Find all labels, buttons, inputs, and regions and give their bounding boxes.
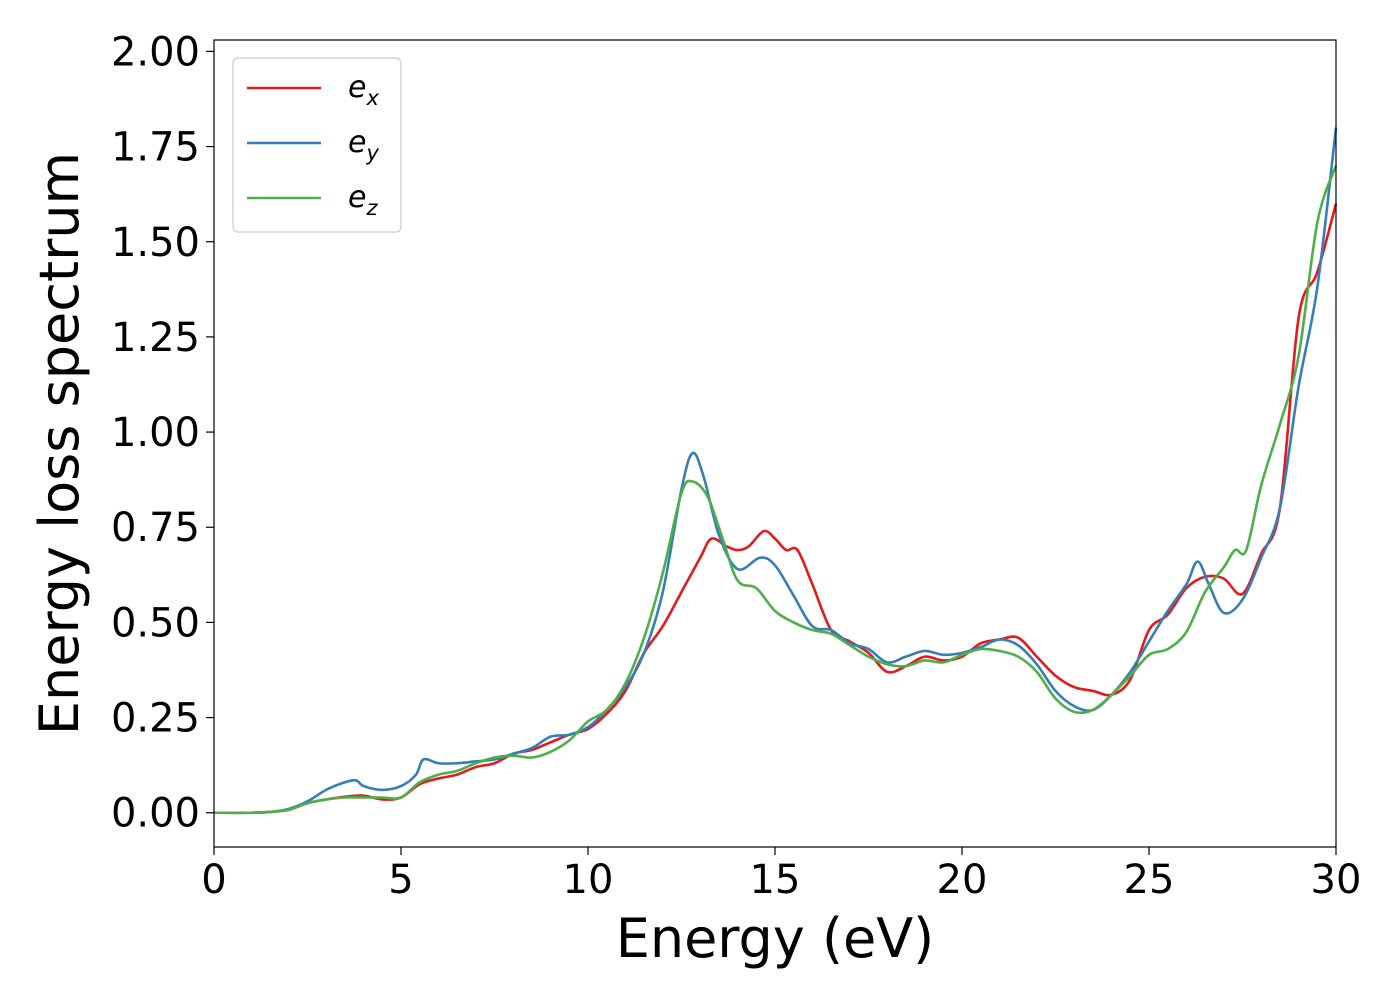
series-line-ey xyxy=(213,127,1338,815)
x-tick-label: 0 xyxy=(201,857,226,903)
y-axis-label: Energy loss spectrum xyxy=(28,152,91,735)
legend-box xyxy=(232,57,402,233)
x-axis-label: Energy (eV) xyxy=(616,907,935,970)
y-tick-label: 0.75 xyxy=(111,505,200,551)
x-tick-label: 30 xyxy=(1311,857,1362,903)
y-tick-label: 1.75 xyxy=(111,125,200,171)
series-line-ex xyxy=(213,203,1338,815)
x-tick-label: 5 xyxy=(388,857,413,903)
y-tick-label: 1.00 xyxy=(111,410,200,456)
x-tick-label: 25 xyxy=(1124,857,1175,903)
y-tick-label: 2.00 xyxy=(111,29,200,75)
x-axis: 0 5 10 15 20 25 30 xyxy=(201,847,1361,903)
x-tick-label: 15 xyxy=(750,857,801,903)
y-tick-label: 1.25 xyxy=(111,315,200,361)
y-tick-label: 1.50 xyxy=(111,220,200,266)
legend-label-ez: ez xyxy=(348,180,378,220)
legend-label-base: e xyxy=(348,180,366,215)
y-tick-label: 0.00 xyxy=(111,791,200,837)
legend-label-subscript: x xyxy=(365,86,379,110)
y-tick-label: 0.25 xyxy=(111,696,200,742)
series-line-ez xyxy=(213,165,1338,815)
y-tick-label: 0.50 xyxy=(111,600,200,646)
legend-label-subscript: y xyxy=(365,141,379,165)
plot-area xyxy=(213,127,1338,815)
legend-label-subscript: z xyxy=(365,196,378,220)
plot-frame xyxy=(213,39,1337,848)
x-tick-label: 10 xyxy=(563,857,614,903)
legend-label-ex: ex xyxy=(348,70,379,110)
legend-label-base: e xyxy=(348,70,366,105)
x-tick-label: 20 xyxy=(937,857,988,903)
legend-label-base: e xyxy=(348,125,366,160)
y-axis: 0.00 0.25 0.50 0.75 1.00 1.25 1.50 1.75 2.00 xyxy=(111,29,214,837)
legend-label-ey: ey xyxy=(348,125,379,165)
